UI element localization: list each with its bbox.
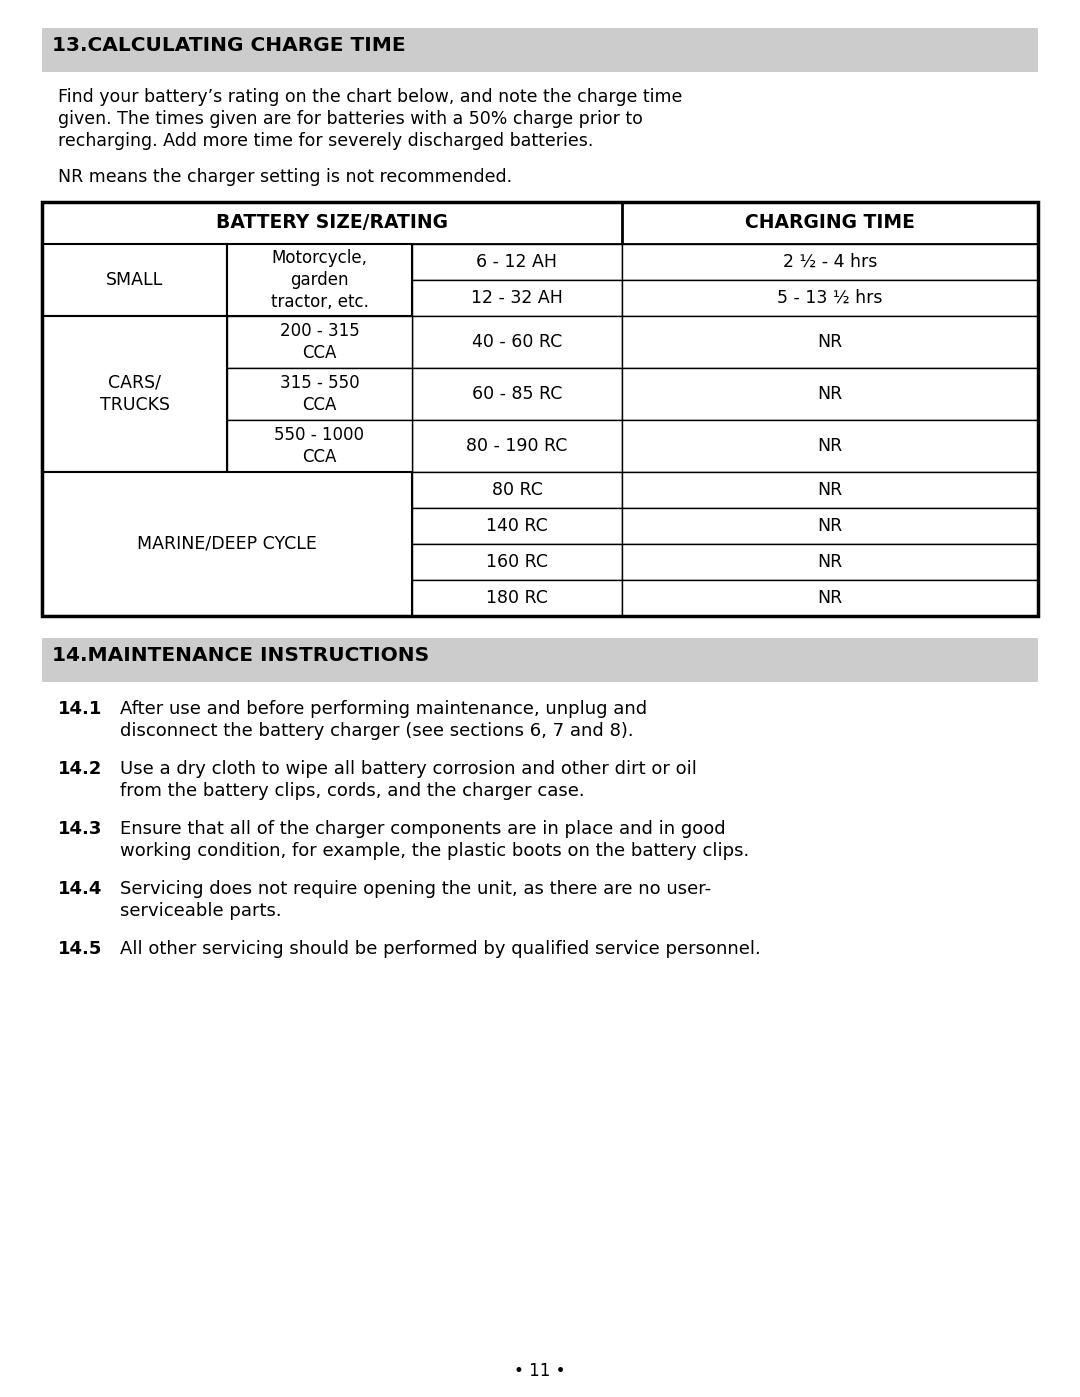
Text: 40 - 60 RC: 40 - 60 RC <box>472 332 562 351</box>
Bar <box>227 367 411 420</box>
Bar <box>411 244 622 279</box>
Bar <box>622 580 1038 616</box>
Bar <box>411 472 622 509</box>
Text: 200 - 315
CCA: 200 - 315 CCA <box>280 321 360 362</box>
Bar <box>42 316 227 472</box>
Text: Motorcycle,
garden
tractor, etc.: Motorcycle, garden tractor, etc. <box>271 249 368 312</box>
Bar <box>42 638 1038 682</box>
Text: BATTERY SIZE/RATING: BATTERY SIZE/RATING <box>216 214 448 232</box>
Text: Find your battery’s rating on the chart below, and note the charge time: Find your battery’s rating on the chart … <box>58 88 683 106</box>
Text: 14.3: 14.3 <box>58 820 103 838</box>
Text: 13.CALCULATING CHARGE TIME: 13.CALCULATING CHARGE TIME <box>52 36 406 54</box>
Text: NR: NR <box>818 386 842 402</box>
Text: disconnect the battery charger (see sections 6, 7 and 8).: disconnect the battery charger (see sect… <box>120 722 634 740</box>
Text: After use and before performing maintenance, unplug and: After use and before performing maintena… <box>120 700 647 718</box>
Text: 2 ½ - 4 hrs: 2 ½ - 4 hrs <box>783 253 877 271</box>
Bar <box>227 420 411 472</box>
Bar <box>411 543 622 580</box>
Text: NR: NR <box>818 332 842 351</box>
Text: 5 - 13 ½ hrs: 5 - 13 ½ hrs <box>778 289 882 307</box>
Text: CHARGING TIME: CHARGING TIME <box>745 214 915 232</box>
Bar <box>622 509 1038 543</box>
Text: MARINE/DEEP CYCLE: MARINE/DEEP CYCLE <box>137 535 316 553</box>
Bar <box>42 203 1038 244</box>
Bar <box>411 509 622 543</box>
Text: 14.1: 14.1 <box>58 700 103 718</box>
Bar <box>622 244 1038 279</box>
Bar <box>227 244 411 316</box>
Bar <box>411 580 622 616</box>
Bar <box>411 367 622 420</box>
Text: • 11 •: • 11 • <box>514 1362 566 1380</box>
Bar <box>622 472 1038 509</box>
Text: 12 - 32 AH: 12 - 32 AH <box>471 289 563 307</box>
Bar <box>622 367 1038 420</box>
Text: serviceable parts.: serviceable parts. <box>120 902 282 921</box>
Bar <box>622 420 1038 472</box>
Text: from the battery clips, cords, and the charger case.: from the battery clips, cords, and the c… <box>120 782 584 800</box>
Text: NR: NR <box>818 590 842 608</box>
Text: NR: NR <box>818 437 842 455</box>
Text: 14.4: 14.4 <box>58 880 103 898</box>
Text: 180 RC: 180 RC <box>486 590 548 608</box>
Bar <box>411 279 622 316</box>
Bar <box>411 420 622 472</box>
Text: Servicing does not require opening the unit, as there are no user-: Servicing does not require opening the u… <box>120 880 711 898</box>
Text: working condition, for example, the plastic boots on the battery clips.: working condition, for example, the plas… <box>120 842 750 861</box>
Text: SMALL: SMALL <box>106 271 163 289</box>
Bar <box>42 28 1038 73</box>
Text: NR: NR <box>818 517 842 535</box>
Text: NR means the charger setting is not recommended.: NR means the charger setting is not reco… <box>58 168 512 186</box>
Text: given. The times given are for batteries with a 50% charge prior to: given. The times given are for batteries… <box>58 110 643 129</box>
Text: 14.2: 14.2 <box>58 760 103 778</box>
Text: 550 - 1000
CCA: 550 - 1000 CCA <box>274 426 365 467</box>
Bar <box>227 316 411 367</box>
Text: 160 RC: 160 RC <box>486 553 548 571</box>
Text: 315 - 550
CCA: 315 - 550 CCA <box>280 374 360 414</box>
Text: NR: NR <box>818 481 842 499</box>
Bar <box>622 279 1038 316</box>
Text: Use a dry cloth to wipe all battery corrosion and other dirt or oil: Use a dry cloth to wipe all battery corr… <box>120 760 697 778</box>
Bar <box>42 203 1038 616</box>
Text: 80 - 190 RC: 80 - 190 RC <box>467 437 568 455</box>
Bar <box>411 316 622 367</box>
Bar <box>622 316 1038 367</box>
Text: 60 - 85 RC: 60 - 85 RC <box>472 386 563 402</box>
Text: 6 - 12 AH: 6 - 12 AH <box>476 253 557 271</box>
Text: Ensure that all of the charger components are in place and in good: Ensure that all of the charger component… <box>120 820 726 838</box>
Text: 14.MAINTENANCE INSTRUCTIONS: 14.MAINTENANCE INSTRUCTIONS <box>52 645 429 665</box>
Bar <box>622 203 1038 244</box>
Text: 80 RC: 80 RC <box>491 481 542 499</box>
Text: recharging. Add more time for severely discharged batteries.: recharging. Add more time for severely d… <box>58 131 593 149</box>
Bar <box>622 543 1038 580</box>
Bar <box>42 244 227 316</box>
Text: All other servicing should be performed by qualified service personnel.: All other servicing should be performed … <box>120 940 760 958</box>
Text: CARS/
TRUCKS: CARS/ TRUCKS <box>99 374 170 414</box>
Text: 140 RC: 140 RC <box>486 517 548 535</box>
Bar <box>42 472 411 616</box>
Text: NR: NR <box>818 553 842 571</box>
Text: 14.5: 14.5 <box>58 940 103 958</box>
